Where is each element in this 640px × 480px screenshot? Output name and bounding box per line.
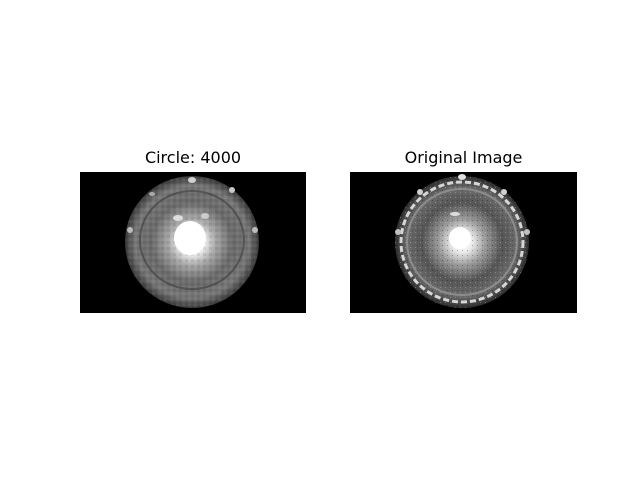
panel-title-original: Original Image [350, 148, 577, 168]
reconstructed-image [80, 172, 306, 313]
panel-title-reconstruction: Circle: 4000 [80, 148, 306, 168]
original-image [350, 172, 577, 313]
reconstructed-image-graphic [80, 172, 306, 313]
original-image-graphic [350, 172, 577, 313]
